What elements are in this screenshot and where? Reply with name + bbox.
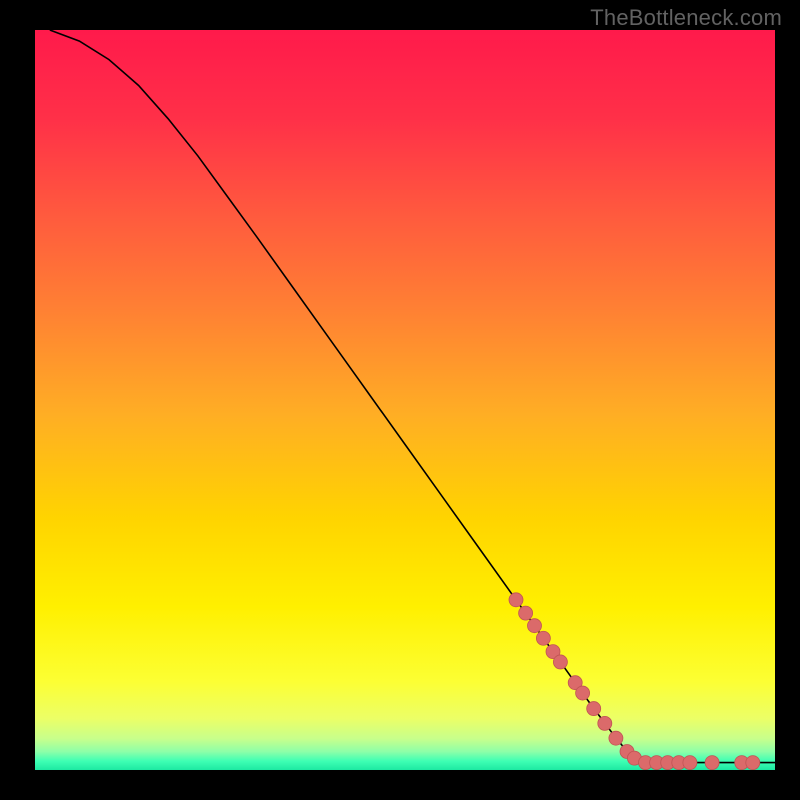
- scatter-marker: [609, 731, 623, 745]
- scatter-marker: [705, 756, 719, 770]
- scatter-marker: [509, 593, 523, 607]
- scatter-markers: [509, 593, 760, 770]
- scatter-marker: [536, 631, 550, 645]
- chart-frame: TheBottleneck.com: [0, 0, 800, 800]
- chart-svg: [35, 30, 775, 770]
- main-curve: [50, 30, 775, 763]
- plot-area: [35, 30, 775, 770]
- scatter-marker: [746, 756, 760, 770]
- scatter-marker: [519, 606, 533, 620]
- scatter-marker: [683, 756, 697, 770]
- watermark-text: TheBottleneck.com: [590, 5, 782, 31]
- scatter-marker: [576, 686, 590, 700]
- scatter-marker: [598, 716, 612, 730]
- scatter-marker: [528, 619, 542, 633]
- scatter-marker: [587, 702, 601, 716]
- scatter-marker: [553, 655, 567, 669]
